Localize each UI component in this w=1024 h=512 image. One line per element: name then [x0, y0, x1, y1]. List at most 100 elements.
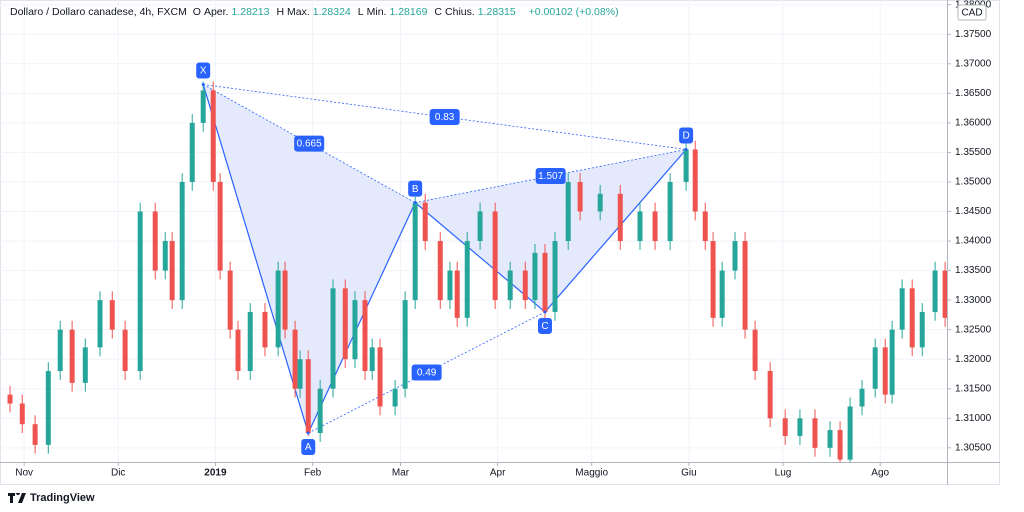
candle-body — [282, 270, 288, 330]
candle-body — [247, 311, 253, 372]
point-label-box — [196, 62, 211, 79]
candle-body — [702, 211, 708, 242]
symbol-title: Dollaro / Dollaro canadese, 4h, FXCM — [10, 6, 187, 18]
ratio-line — [203, 84, 687, 150]
candle-body — [899, 288, 905, 330]
candle-body — [402, 300, 408, 389]
candle-body — [57, 329, 63, 372]
candle-body — [152, 211, 158, 271]
candle-body — [837, 430, 843, 460]
candle-body — [169, 241, 175, 301]
pattern-point — [684, 147, 688, 151]
x-tick-label: Ago — [871, 468, 889, 479]
y-tick-label: 1.35000 — [955, 177, 992, 188]
candle-body — [782, 418, 788, 437]
x-tick-label: Feb — [304, 468, 322, 479]
x-tick-label: Nov — [15, 468, 33, 479]
candle-body — [847, 406, 853, 460]
candle-body — [667, 181, 673, 242]
candle-body — [552, 241, 558, 312]
candle-body — [447, 270, 453, 301]
candle-body — [392, 388, 398, 407]
field-key: L — [357, 6, 364, 18]
y-tick-label: 1.33500 — [955, 265, 992, 276]
candle-body — [189, 122, 195, 182]
candle-body — [692, 149, 698, 212]
candle-body — [200, 90, 206, 123]
candle-body — [637, 211, 643, 242]
candle-body — [872, 347, 878, 389]
y-tick-label: 1.35500 — [955, 147, 992, 158]
candle-body — [932, 270, 938, 312]
pattern-point — [201, 82, 205, 86]
pattern-point — [413, 201, 417, 205]
candle-body — [767, 371, 773, 419]
point-label: A — [305, 442, 312, 453]
point-label-box — [679, 127, 694, 144]
y-tick-label: 1.36000 — [955, 118, 992, 129]
point-label: C — [541, 321, 548, 332]
pattern-leg — [544, 149, 687, 313]
candle-body — [617, 193, 623, 242]
candle-body — [362, 300, 368, 372]
candle-body — [227, 270, 233, 330]
x-tick-label: Mar — [392, 468, 410, 479]
x-tick-label: Apr — [490, 468, 506, 479]
candle-body — [422, 202, 428, 242]
candle-body — [859, 388, 865, 407]
candle-body — [377, 347, 383, 407]
point-label-box — [408, 180, 423, 197]
currency: CAD — [961, 8, 982, 19]
y-tick-label: 1.31000 — [955, 413, 992, 424]
candle-body — [297, 359, 303, 389]
brand-logo — [8, 493, 26, 503]
candle-body — [437, 241, 443, 301]
field-key: C — [434, 6, 443, 18]
brand-name: TradingView — [30, 492, 95, 504]
candle-body — [919, 311, 925, 348]
candle-body — [742, 241, 748, 330]
candle-body — [292, 329, 298, 389]
pattern-leg — [307, 202, 416, 434]
candle-body — [369, 347, 375, 372]
point-label: D — [682, 131, 689, 142]
point-label: B — [412, 184, 419, 195]
candle-body — [942, 270, 947, 318]
field-name: Aper. — [203, 6, 229, 18]
pattern-point — [306, 431, 310, 435]
candle-body — [507, 270, 513, 301]
field-key: H — [276, 6, 285, 18]
currency-badge — [957, 4, 987, 21]
x-tick-label: Maggio — [575, 468, 608, 479]
candle-body — [262, 311, 268, 348]
candle-body — [330, 288, 336, 389]
field-name: Min. — [366, 6, 387, 18]
candles — [7, 81, 947, 462]
candle-body — [889, 329, 895, 395]
candle-body — [305, 359, 311, 434]
field-key: O — [192, 6, 201, 18]
candle-body — [909, 288, 915, 348]
field-value: 1.28169 — [389, 6, 428, 18]
y-tick-label: 1.32000 — [955, 354, 992, 365]
x-tick-label: Lug — [775, 468, 792, 479]
candle-body — [235, 329, 241, 372]
candle-body — [109, 300, 115, 330]
candle-body — [732, 241, 738, 271]
pattern-leg — [202, 84, 309, 434]
candle-body — [565, 181, 571, 242]
candle-body — [69, 329, 75, 383]
candle-body — [464, 241, 470, 318]
field-value: 1.28315 — [477, 6, 516, 18]
candle-body — [217, 181, 223, 271]
brand[interactable]: TradingView — [8, 492, 95, 504]
field-value: 1.28213 — [231, 6, 270, 18]
candle-body — [82, 347, 88, 383]
point-label-box — [301, 439, 316, 456]
candle-body — [882, 347, 888, 395]
candle-body — [122, 329, 128, 372]
change: +0.00102 (+0.08%) — [528, 6, 619, 18]
candle-body — [683, 149, 689, 182]
point-label: X — [200, 66, 207, 77]
